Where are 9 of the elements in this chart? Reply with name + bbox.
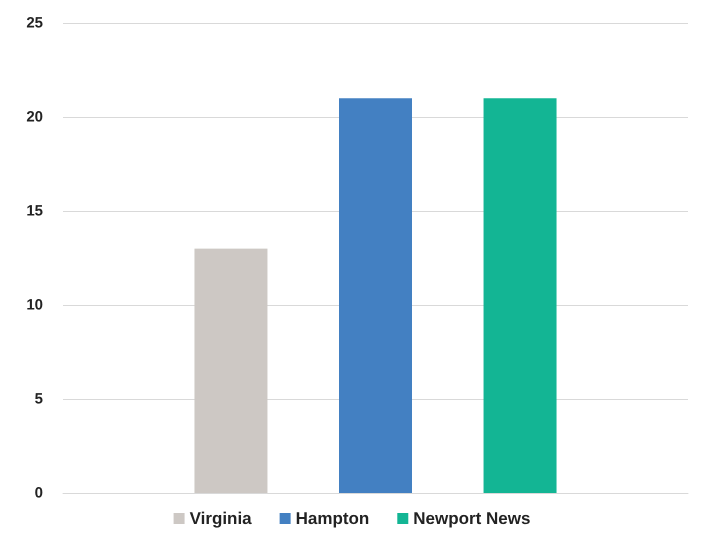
y-tick-label: 5	[34, 390, 43, 408]
legend-label: Hampton	[296, 509, 370, 528]
y-tick-label: 25	[26, 14, 43, 32]
y-tick-label: 20	[26, 108, 43, 126]
legend-label: Newport News	[413, 509, 530, 528]
legend-label: Virginia	[190, 509, 252, 528]
y-tick-label: 10	[26, 296, 43, 314]
y-tick-label: 15	[26, 202, 43, 220]
y-tick-label: 0	[34, 484, 43, 502]
